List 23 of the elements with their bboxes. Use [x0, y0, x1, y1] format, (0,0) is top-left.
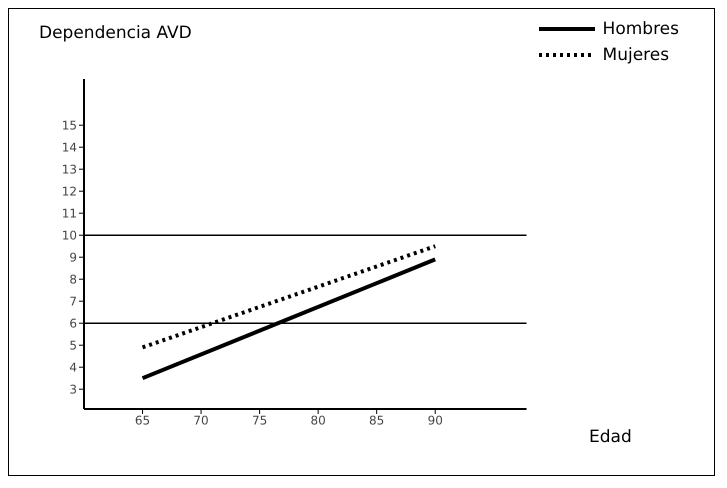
y-tick-label: 7 — [69, 294, 77, 308]
y-tick-label: 15 — [62, 118, 77, 132]
y-tick-label: 11 — [62, 206, 77, 220]
x-tick-label: 80 — [310, 414, 326, 428]
x-tick-label: 90 — [428, 414, 443, 428]
y-tick-label: 9 — [69, 250, 77, 264]
legend-label: Hombres — [602, 19, 679, 39]
y-tick-label: 14 — [62, 140, 77, 154]
x-tick-label: 65 — [134, 414, 150, 428]
x-tick-label: 85 — [369, 414, 384, 428]
y-tick-label: 4 — [69, 360, 77, 374]
x-axis-title: Edad — [589, 427, 632, 447]
y-tick-label: 5 — [69, 338, 77, 352]
y-tick-label: 8 — [69, 272, 77, 286]
x-tick-label: 70 — [193, 414, 209, 428]
y-tick-label: 10 — [62, 228, 77, 242]
y-tick-label: 12 — [62, 184, 77, 198]
x-tick-label: 75 — [252, 414, 268, 428]
y-tick-label: 6 — [69, 316, 77, 330]
y-axis-title: Dependencia AVD — [39, 23, 192, 43]
y-tick-label: 13 — [62, 162, 77, 176]
y-tick-label: 3 — [69, 382, 77, 396]
legend-label: Mujeres — [602, 45, 670, 65]
